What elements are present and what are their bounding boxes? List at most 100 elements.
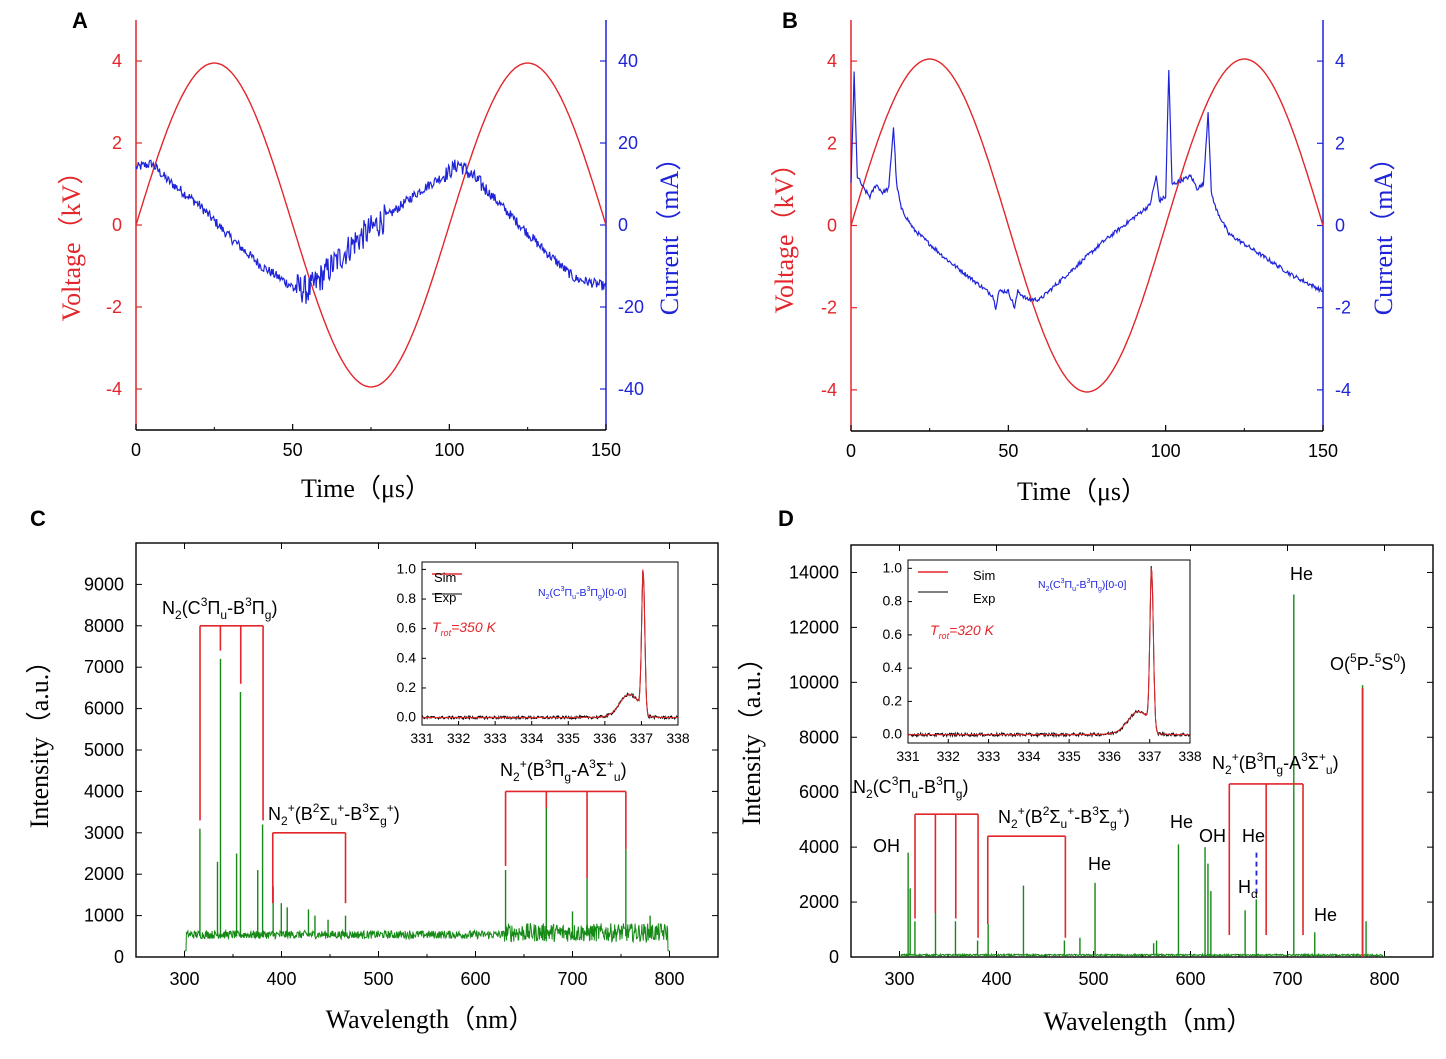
panel-d-ytick-label: 2000 (799, 892, 839, 912)
panel-a-xtick-label: 150 (591, 440, 621, 460)
panel-b-ytick-right-label: 2 (1335, 133, 1345, 153)
panel-d-ytick-label: 4000 (799, 837, 839, 857)
inset-d-ytick-label: 0.4 (883, 659, 903, 675)
panel-c-n2-cb-label: N2(C3Πu-B3Πg) (162, 595, 277, 622)
panel-b-xtick-label: 100 (1151, 441, 1181, 461)
panel-b-ytick-left-label: 2 (827, 133, 837, 153)
panel-d-ytick-label: 12000 (789, 617, 839, 637)
panel-d-xlabel: Wavelength（nm） (1044, 1007, 1253, 1036)
inset-c-ytick-label: 0.4 (397, 649, 417, 665)
inset-c-ytick-label: 1.0 (397, 560, 417, 576)
inset-c-sim-line (421, 569, 679, 719)
panel-d-he-label-728: He (1314, 905, 1337, 925)
panel-b-ytick-right-label: -4 (1335, 380, 1351, 400)
panel-a-ytick-right-label: 40 (618, 51, 638, 71)
panel-d-ytick-label: 10000 (789, 672, 839, 692)
panel-c-ytick-label: 4000 (84, 781, 124, 801)
panel-a-ytick-left-label: -4 (106, 379, 122, 399)
inset-d-xtick-label: 331 (896, 748, 920, 764)
inset-c-exp-line (421, 570, 679, 721)
panel-b-ytick-left-label: 4 (827, 51, 837, 71)
panel-c-ytick-label: 6000 (84, 699, 124, 719)
panel-c-xtick-label: 400 (266, 969, 296, 989)
panel-a-voltage-line (135, 62, 607, 388)
inset-c-temperature: Trot=350 K (432, 619, 497, 638)
panel-c-ytick-label: 0 (114, 947, 124, 967)
panel-c-xtick-label: 300 (169, 969, 199, 989)
panel-c-xlabel: Wavelength（nm） (326, 1005, 535, 1034)
panel-d-xtick-label: 800 (1369, 969, 1399, 989)
inset-d-ytick-label: 0.2 (883, 692, 903, 708)
panel-b-ylabel-left: Voltage（kV） (770, 151, 799, 314)
inset-c-legend-sim: Sim (434, 570, 456, 585)
inset-d-sim-line (907, 567, 1191, 736)
panel-c-ytick-label: 2000 (84, 864, 124, 884)
inset-c-xtick-label: 334 (520, 730, 544, 746)
panel-c-xtick-label: 800 (654, 969, 684, 989)
panel-c-xtick-label: 500 (363, 969, 393, 989)
inset-c-xtick-label: 338 (666, 730, 690, 746)
panel-d-oh-label-2: OH (1199, 826, 1226, 846)
panel-d-xtick-label: 700 (1272, 969, 1302, 989)
inset-c-band-label: N2(C3Πu-B3Πg)[0-0] (538, 586, 626, 601)
panel-a-ytick-right-label: -40 (618, 379, 644, 399)
panel-a-xtick-label: 50 (283, 440, 303, 460)
panel-b-ytick-right-label: 0 (1335, 216, 1345, 236)
panel-a-ylabel-right: Current（mA） (655, 145, 684, 315)
panel-a-ytick-right-label: 20 (618, 133, 638, 153)
panel-a-xtick-label: 100 (434, 440, 464, 460)
inset-d-frame (907, 559, 1191, 744)
panel-d-xtick-label: 400 (981, 969, 1011, 989)
panel-b-ytick-right-label: 4 (1335, 51, 1345, 71)
panel-d-xtick-label: 600 (1175, 969, 1205, 989)
panel-b-voltage-line (850, 58, 1324, 393)
panel-label-c: C (30, 506, 46, 531)
inset-c-ytick-label: 0.6 (397, 620, 417, 636)
panel-label-a: A (72, 8, 88, 33)
panel-label-d: D (778, 506, 794, 531)
inset-d-xtick-label: 337 (1138, 748, 1162, 764)
inset-d-legend-sim: Sim (973, 568, 995, 583)
panel-c-ytick-label: 7000 (84, 657, 124, 677)
panel-d-he-label-706: He (1290, 564, 1313, 584)
panel-b-ytick-left-label: -2 (821, 298, 837, 318)
panel-d-oxygen-label: O(5P-5S0) (1330, 651, 1406, 674)
panel-c-xtick-label: 700 (557, 969, 587, 989)
panel-c-xtick-label: 600 (460, 969, 490, 989)
panel-a-ytick-left-label: -2 (106, 297, 122, 317)
inset-c-ytick-label: 0.8 (397, 590, 417, 606)
panel-b-current-line (850, 69, 1324, 310)
panel-d-he-label-667: He (1242, 826, 1265, 846)
inset-d-xtick-label: 332 (937, 748, 961, 764)
panel-c-ylabel: Intensity（a.u.） (25, 648, 54, 829)
inset-d-xtick-label: 333 (977, 748, 1001, 764)
panel-d-xtick-label: 500 (1078, 969, 1108, 989)
panel-a-current-line (135, 159, 607, 304)
inset-c-legend-exp: Exp (434, 590, 456, 605)
panel-d-he-label-587: He (1170, 812, 1193, 832)
panel-d-n2plus-bb-label: N2+(B2Σu+-B3Σg+) (998, 804, 1130, 831)
panel-c-ytick-label: 3000 (84, 823, 124, 843)
inset-c-xtick-label: 333 (483, 730, 507, 746)
panel-d-ytick-label: 14000 (789, 562, 839, 582)
panel-b-xtick-label: 50 (998, 441, 1018, 461)
inset-d-ytick-label: 0.8 (883, 593, 903, 609)
panel-b-ytick-left-label: -4 (821, 380, 837, 400)
inset-c-ytick-label: 0.2 (397, 679, 417, 695)
panel-c-spectrum-baseline (184, 922, 670, 952)
inset-c-xtick-label: 332 (447, 730, 471, 746)
inset-d-band-label: N2(C3Πu-B3Πg)[0-0] (1038, 578, 1126, 593)
panel-a-ylabel-left: Voltage（kV） (57, 159, 86, 322)
panel-b-xtick-label: 0 (846, 441, 856, 461)
panel-c-n2plus-ba-label: N2+(B3Πg-A3Σ+u) (500, 757, 627, 784)
panel-d-ytick-label: 6000 (799, 782, 839, 802)
inset-c-xtick-label: 331 (410, 730, 434, 746)
inset-d-xtick-label: 338 (1178, 748, 1202, 764)
inset-d-xtick-label: 335 (1057, 748, 1081, 764)
panel-d-ytick-label: 8000 (799, 727, 839, 747)
panel-d-oh-label-1: OH (873, 836, 900, 856)
panel-d-n2plus-ba-label: N2+(B3Πg-A3Σ+u) (1212, 750, 1339, 777)
panel-b-ylabel-right: Current（mA） (1369, 145, 1398, 315)
panel-d-chart: 300 400 500 600 700 8000200040006000800010000… (789, 544, 1434, 989)
